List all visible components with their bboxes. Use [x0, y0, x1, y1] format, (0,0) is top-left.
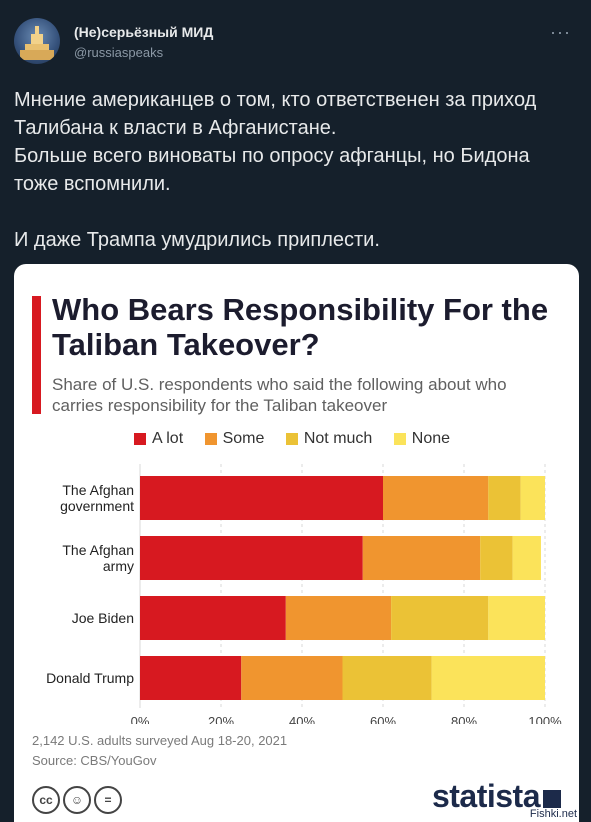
attribution-icon[interactable]: ☺ [63, 786, 91, 814]
category-label: Joe Biden [72, 610, 134, 626]
bar-segment [512, 536, 541, 580]
x-tick-label: 40% [289, 714, 315, 724]
bar-segment [480, 536, 513, 580]
x-tick-label: 100% [528, 714, 562, 724]
legend-item: A lot [134, 430, 183, 448]
chart-title: Who Bears Responsibility For the Taliban… [52, 292, 549, 362]
survey-note: 2,142 U.S. adults surveyed Aug 18-20, 20… [32, 733, 288, 748]
bar-segment [285, 596, 392, 640]
category-label: The Afghan [62, 482, 134, 498]
category-label: The Afghan [62, 542, 134, 558]
more-options-button[interactable]: ··· [550, 22, 571, 42]
legend-label: None [411, 430, 451, 447]
legend-label: Not much [303, 430, 373, 447]
legend-label: Some [222, 430, 265, 447]
bar-segment [383, 476, 489, 520]
bar-segment [362, 536, 481, 580]
title-accent-bar [32, 296, 41, 414]
watermark: Fishki.net [529, 808, 577, 820]
legend-swatch [134, 433, 146, 445]
x-tick-label: 0% [131, 714, 150, 724]
category-label: Donald Trump [46, 670, 134, 686]
bar-segment [488, 476, 521, 520]
bar-chart: 0% 20% 40% 60% 80% 100%The AfghangovernmentTh… [46, 464, 562, 724]
bar-segment [342, 656, 432, 700]
legend-label: A lot [152, 430, 184, 447]
legend-swatch [393, 433, 406, 445]
logo-text: statista [431, 778, 541, 814]
bar-segment [391, 596, 489, 640]
building-icon [20, 26, 54, 60]
bar-segment [140, 596, 286, 640]
bar-segment [488, 596, 545, 640]
bar-segment [431, 656, 545, 700]
legend-item: None [393, 430, 451, 448]
category-label: government [60, 498, 134, 514]
category-label: army [103, 558, 134, 574]
statista-logo[interactable]: statista [432, 778, 561, 815]
legend-swatch [204, 433, 217, 445]
display-name[interactable]: (Не)серьёзный МИД [74, 24, 214, 40]
bar-segment [140, 476, 383, 520]
tweet-header: (Не)серьёзный МИД @russiaspeaks ··· [14, 18, 577, 66]
handle[interactable]: @russiaspeaks [74, 45, 164, 60]
logo-mark-icon [543, 789, 561, 808]
legend-swatch [285, 433, 298, 445]
creative-commons-icon[interactable]: cc [32, 786, 60, 814]
bar-segment [140, 656, 242, 700]
chart-legend: A lot Some Not much None [134, 430, 467, 450]
license-icons[interactable]: cc ☺ = [32, 786, 125, 814]
x-tick-label: 60% [370, 714, 396, 724]
no-derivatives-icon[interactable]: = [94, 786, 122, 814]
legend-item: Some [204, 430, 265, 448]
avatar[interactable] [14, 18, 60, 64]
bar-segment [140, 536, 363, 580]
x-tick-label: 20% [208, 714, 234, 724]
bar-segment [520, 476, 545, 520]
legend-item: Not much [285, 430, 373, 448]
tweet-text: Мнение американцев о том, кто ответствен… [14, 89, 537, 251]
x-tick-label: 80% [451, 714, 477, 724]
bar-segment [241, 656, 343, 700]
chart-card[interactable]: Who Bears Responsibility For the Taliban… [14, 264, 579, 822]
chart-footnote: 2,142 U.S. adults surveyed Aug 18-20, 20… [32, 731, 287, 771]
chart-subtitle: Share of U.S. respondents who said the f… [52, 375, 507, 415]
source-note: Source: CBS/YouGov [32, 753, 157, 768]
